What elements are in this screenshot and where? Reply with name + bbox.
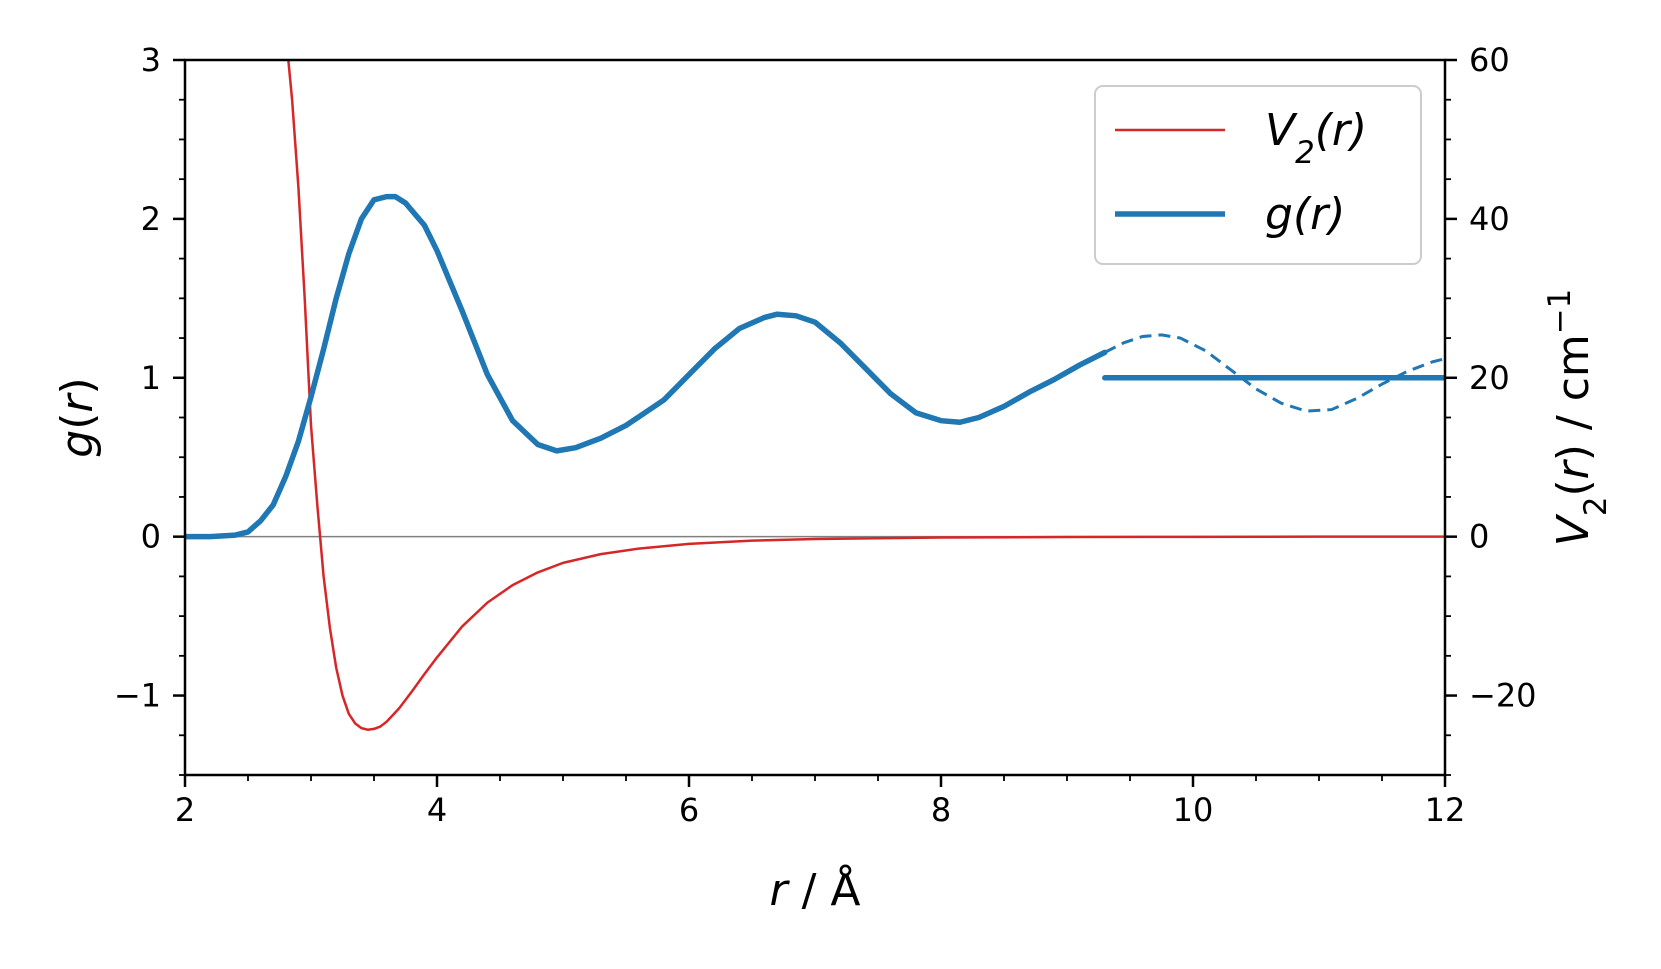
x-tick-label: 12 [1425,791,1466,829]
y-axis-label-left: g(r) [52,377,103,457]
y-left-tick-label: 0 [141,518,161,556]
legend: V2(r) g(r) [1094,85,1422,265]
y-left-tick-label: 3 [141,41,161,79]
legend-box [1094,85,1422,265]
x-axis-label: r / Å [770,863,861,916]
legend-label-1: g(r) [1265,189,1345,240]
series-layer [185,60,1445,731]
y-right-tick-label: 20 [1469,359,1510,397]
y-right-tick-label: 0 [1469,518,1489,556]
y-left-tick-label: 1 [141,359,161,397]
y-right-tick-label: 40 [1469,200,1510,238]
y-left-tick-label: 2 [141,200,161,238]
x-tick-label: 8 [931,791,951,829]
x-tick-label: 2 [175,791,195,829]
y-left-tick-label: −1 [114,677,161,715]
series-line-0 [287,60,1445,731]
legend-label-0: V2(r) [1265,105,1367,171]
y-axis-label-right: V2(r) / cm−1 [1542,289,1614,546]
x-tick-label: 4 [427,791,447,829]
series-line-1 [185,193,1108,540]
y-right-tick-label: −20 [1469,677,1537,715]
x-tick-label: 10 [1173,791,1214,829]
y-right-tick-label: 60 [1469,41,1510,79]
x-tick-label: 6 [679,791,699,829]
